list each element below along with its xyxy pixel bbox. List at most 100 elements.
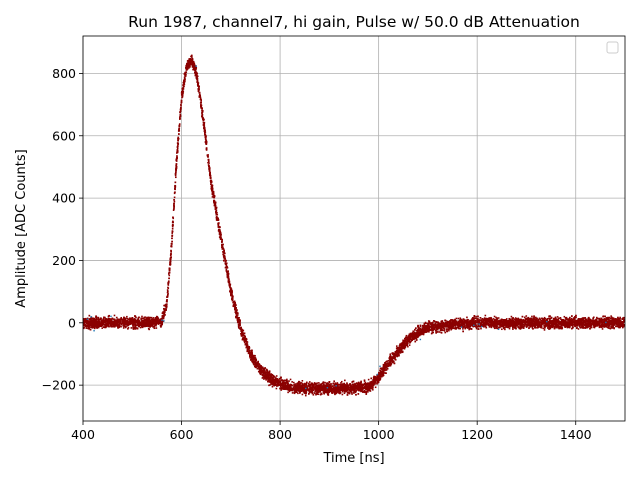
data-point xyxy=(423,324,426,327)
data-point xyxy=(338,386,341,389)
data-point xyxy=(461,320,464,323)
data-point xyxy=(577,328,580,330)
data-point xyxy=(532,317,534,319)
data-point xyxy=(417,330,419,332)
data-point xyxy=(573,322,576,325)
data-point xyxy=(180,108,182,110)
data-point xyxy=(170,251,172,253)
data-point xyxy=(219,230,221,233)
data-point xyxy=(508,323,511,325)
data-point xyxy=(508,317,511,320)
data-point xyxy=(321,385,324,387)
data-point xyxy=(208,162,210,164)
data-point xyxy=(405,334,408,337)
data-point xyxy=(210,183,212,185)
data-point xyxy=(171,230,174,233)
data-point xyxy=(558,325,561,328)
data-point xyxy=(160,324,162,327)
data-point xyxy=(118,320,120,323)
data-point xyxy=(312,394,315,396)
data-point xyxy=(166,289,169,291)
data-point xyxy=(324,381,326,384)
data-point xyxy=(322,383,325,385)
data-point xyxy=(397,349,399,351)
data-point xyxy=(180,99,183,102)
data-point xyxy=(250,355,252,357)
data-point xyxy=(312,383,315,386)
data-point xyxy=(520,318,523,321)
data-point xyxy=(133,318,136,320)
data-point xyxy=(86,317,89,320)
data-point xyxy=(252,359,254,362)
data-point xyxy=(475,327,478,330)
data-point xyxy=(413,336,416,338)
data-point xyxy=(291,389,294,392)
data-point xyxy=(274,376,276,378)
data-point xyxy=(505,319,508,321)
data-point xyxy=(439,329,442,332)
data-point xyxy=(600,322,602,324)
data-point xyxy=(435,331,437,333)
data-point xyxy=(561,326,563,328)
data-point xyxy=(176,147,179,150)
data-point xyxy=(582,324,584,327)
data-point xyxy=(423,323,426,326)
data-point xyxy=(556,321,558,323)
data-point xyxy=(90,321,92,324)
data-point xyxy=(391,358,393,361)
data-point xyxy=(126,315,128,318)
data-point xyxy=(253,363,255,366)
data-point xyxy=(152,317,155,319)
data-point xyxy=(291,392,294,394)
data-point xyxy=(363,390,365,393)
data-point xyxy=(225,262,228,265)
data-point xyxy=(450,320,452,323)
data-point xyxy=(93,317,96,320)
data-point xyxy=(243,341,246,344)
data-point xyxy=(381,375,383,378)
data-point xyxy=(287,391,289,394)
data-point xyxy=(168,280,170,282)
data-point xyxy=(584,321,587,324)
data-point xyxy=(567,320,569,322)
data-point xyxy=(427,325,430,328)
data-point xyxy=(351,393,353,395)
data-point xyxy=(123,318,125,320)
data-point xyxy=(423,331,426,333)
data-point xyxy=(529,325,531,327)
data-point xyxy=(225,268,228,271)
data-point xyxy=(347,384,350,386)
data-point xyxy=(173,196,176,199)
data-point xyxy=(318,382,320,384)
data-point xyxy=(471,318,473,320)
data-point xyxy=(399,352,402,354)
data-point xyxy=(542,327,544,330)
data-point xyxy=(443,330,446,332)
data-point xyxy=(304,394,307,397)
data-point xyxy=(180,101,183,103)
data-point xyxy=(300,382,303,384)
data-point xyxy=(172,217,175,220)
data-point xyxy=(180,90,183,93)
data-point xyxy=(288,390,291,393)
data-point xyxy=(317,389,320,392)
data-point xyxy=(248,349,251,352)
data-point xyxy=(328,384,330,387)
data-point xyxy=(175,159,178,162)
data-point xyxy=(411,335,414,338)
data-point xyxy=(359,383,362,385)
data-point xyxy=(337,387,340,389)
data-point xyxy=(480,327,482,330)
data-point xyxy=(274,384,277,387)
data-point xyxy=(518,327,521,330)
data-point xyxy=(593,316,595,319)
data-point xyxy=(412,330,414,333)
data-point xyxy=(297,392,299,395)
data-point xyxy=(466,316,468,319)
data-point xyxy=(504,328,506,331)
data-point xyxy=(355,389,357,392)
data-point xyxy=(227,272,230,275)
data-point xyxy=(621,326,624,329)
data-point xyxy=(428,320,431,323)
data-point xyxy=(448,326,451,329)
